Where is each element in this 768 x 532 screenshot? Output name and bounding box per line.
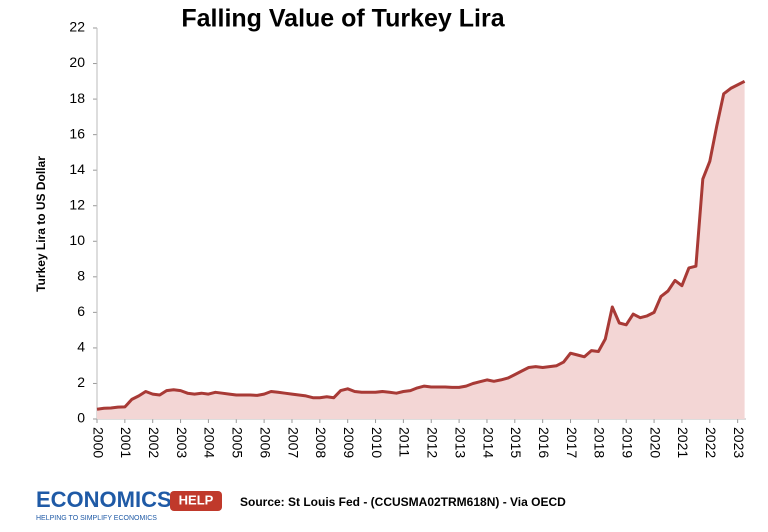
logo-main: ECONOMICS [36,487,172,512]
x-tick-label: 2000 [90,427,106,458]
x-tick-label: 2013 [452,427,468,458]
x-tick-label: 2015 [508,427,524,458]
x-tick-label: 2018 [592,427,608,458]
y-axis-label: Turkey Lira to US Dollar [34,156,48,292]
x-tick-label: 2012 [425,427,441,458]
x-tick-label: 2023 [731,427,747,458]
x-tick-label: 2010 [369,427,385,458]
x-tick-label: 2011 [397,427,413,457]
x-tick-label: 2016 [536,427,552,458]
x-tick-label: 2005 [230,427,246,458]
x-tick-label: 2004 [202,427,218,458]
x-tick-label: 2022 [703,427,719,458]
y-tick-label: 0 [77,410,85,426]
line [96,79,746,411]
x-tick-label: 2002 [146,427,162,458]
logo-badge-bg [170,491,222,511]
x-tick-label: 2014 [480,427,496,458]
y-tick-label: 18 [69,90,85,106]
x-tick-label: 2006 [257,427,273,458]
y-tick-label: 4 [77,339,85,355]
y-tick-label: 16 [69,125,85,141]
y-tick-label: 22 [69,19,85,35]
x-tick-label: 2017 [564,427,580,458]
x-tick-label: 2020 [647,427,663,458]
source: Source: St Louis Fed - (CCUSMA02TRM618N)… [240,495,566,509]
y-tick-label: 20 [69,54,85,70]
chart-title: Falling Value of Turkey Lira [181,5,505,33]
x-tick-label: 2001 [118,427,134,458]
y-tick-label: 8 [77,268,85,284]
y-tick-label: 14 [69,161,85,177]
x-tick-label: 2007 [285,427,301,458]
logo-tagline: HELPING TO SIMPLIFY ECONOMICS [36,515,157,522]
logo-badge: HELP [179,492,214,507]
y-tick-label: 10 [69,232,85,248]
y-tick-label: 2 [77,374,85,390]
area [97,81,745,420]
x-tick-label: 2021 [675,427,691,458]
x-tick-label: 2019 [620,427,636,458]
x-tick-label: 2009 [341,427,357,458]
x-tick-label: 2008 [313,427,329,458]
y-tick-label: 12 [69,196,85,212]
y-tick-label: 6 [77,303,85,319]
x-tick-label: 2003 [174,427,190,458]
